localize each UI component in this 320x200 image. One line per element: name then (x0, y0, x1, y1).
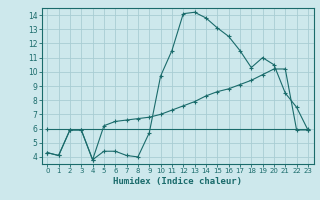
X-axis label: Humidex (Indice chaleur): Humidex (Indice chaleur) (113, 177, 242, 186)
